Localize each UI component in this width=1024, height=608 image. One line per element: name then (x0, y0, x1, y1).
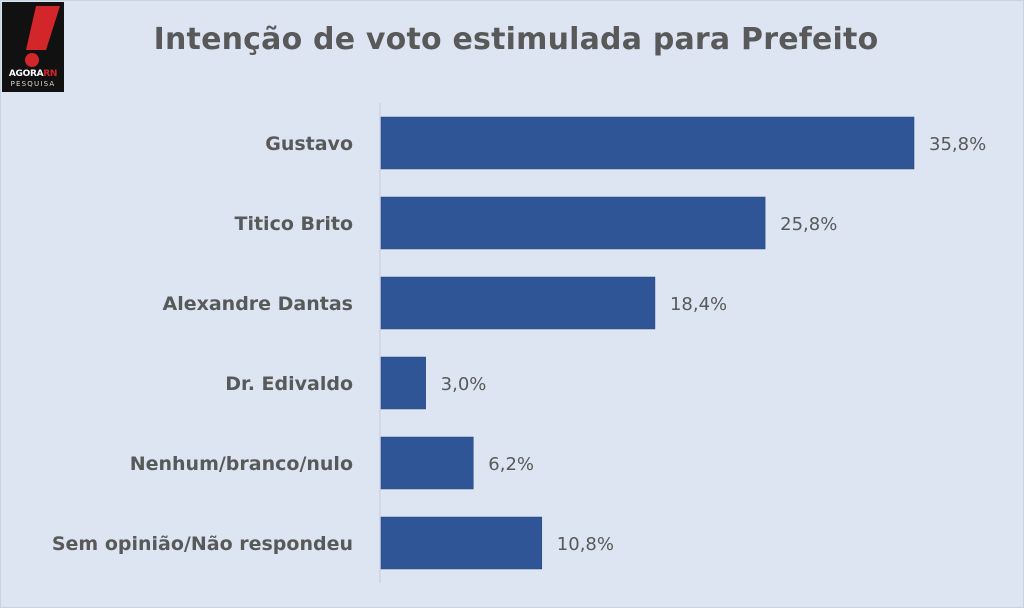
category-label: Gustavo (265, 133, 353, 155)
logo-brand-text: AGORARN (2, 69, 64, 79)
bar (380, 196, 766, 250)
category-label: Dr. Edivaldo (225, 373, 353, 395)
category-label: Alexandre Dantas (162, 293, 353, 315)
exclamation-mark-icon (25, 6, 60, 67)
data-label: 6,2% (488, 454, 534, 475)
bar (380, 116, 915, 170)
chart-title: Intenção de voto estimulada para Prefeit… (153, 22, 879, 57)
logo-brand-prefix: AGORA (8, 69, 44, 79)
category-label: Nenhum/branco/nulo (130, 453, 353, 475)
logo-subtitle: PESQUISA (10, 80, 56, 88)
data-label: 10,8% (557, 534, 614, 555)
bar (380, 516, 543, 570)
bar (380, 356, 426, 410)
bar (380, 436, 474, 490)
category-label: Titico Brito (235, 213, 354, 235)
data-label: 35,8% (929, 134, 986, 155)
logo-brand-suffix: RN (43, 69, 58, 79)
bar (380, 276, 656, 330)
data-label: 18,4% (670, 294, 727, 315)
agora-pesquisa-logo: AGORARN PESQUISA (2, 2, 64, 92)
data-label: 25,8% (780, 214, 837, 235)
data-label: 3,0% (441, 374, 487, 395)
category-label: Sem opinião/Não respondeu (52, 533, 353, 555)
